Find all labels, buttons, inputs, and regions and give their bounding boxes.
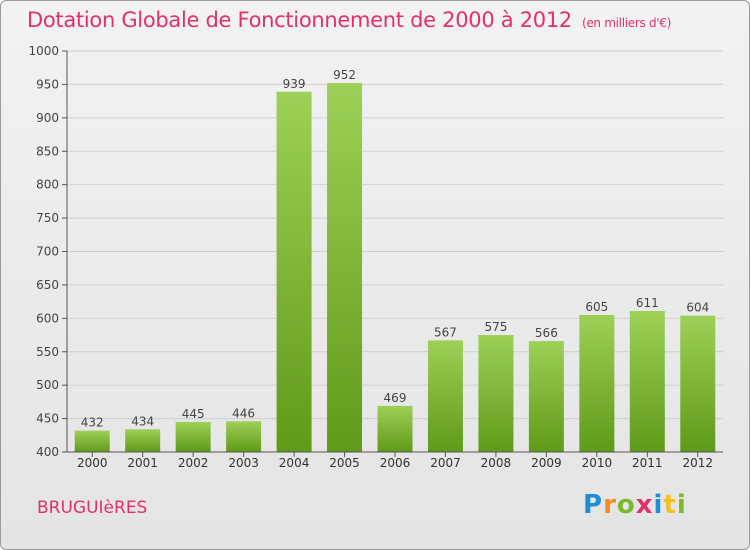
chart-title-text: Dotation Globale de Fonctionnement de 20… bbox=[27, 8, 572, 32]
bar bbox=[629, 310, 665, 452]
bar-value-label: 952 bbox=[333, 68, 356, 82]
bar-value-label: 575 bbox=[484, 320, 507, 334]
chart-subtitle: (en milliers d'€) bbox=[581, 16, 671, 30]
y-tick-label: 650 bbox=[36, 278, 59, 292]
y-tick-label: 400 bbox=[36, 445, 59, 459]
x-tick-label: 2008 bbox=[481, 456, 512, 470]
chart-title: Dotation Globale de Fonctionnement de 20… bbox=[27, 8, 671, 32]
bar bbox=[327, 83, 363, 452]
bar-value-label: 469 bbox=[384, 391, 407, 405]
logo-letter: r bbox=[603, 490, 617, 520]
logo-letter: x bbox=[635, 490, 654, 520]
y-tick-label: 700 bbox=[36, 245, 59, 259]
y-tick-label: 1000 bbox=[28, 44, 59, 58]
x-tick-label: 2005 bbox=[329, 456, 360, 470]
bar-value-label: 604 bbox=[686, 301, 709, 315]
y-tick-label: 450 bbox=[36, 412, 59, 426]
bar bbox=[74, 430, 110, 452]
logo-letter: t bbox=[663, 490, 677, 520]
bar bbox=[377, 405, 413, 452]
bar-value-label: 605 bbox=[585, 300, 608, 314]
bar bbox=[478, 335, 514, 452]
x-tick-label: 2003 bbox=[228, 456, 259, 470]
bar bbox=[125, 429, 161, 452]
bar-value-label: 611 bbox=[636, 296, 659, 310]
y-tick-label: 600 bbox=[36, 311, 59, 325]
bar bbox=[427, 340, 463, 452]
y-tick-label: 800 bbox=[36, 178, 59, 192]
x-tick-label: 2002 bbox=[178, 456, 209, 470]
x-tick-label: 2012 bbox=[682, 456, 713, 470]
logo-letter: i bbox=[653, 490, 664, 520]
y-tick-label: 900 bbox=[36, 111, 59, 125]
x-tick-label: 2004 bbox=[279, 456, 310, 470]
y-tick-label: 500 bbox=[36, 378, 59, 392]
proxiti-logo: Proxiti bbox=[583, 490, 687, 520]
logo-letter: o bbox=[616, 490, 636, 520]
bar bbox=[276, 91, 312, 452]
y-tick-label: 550 bbox=[36, 345, 59, 359]
bar-value-label: 445 bbox=[182, 407, 205, 421]
x-tick-label: 2007 bbox=[430, 456, 461, 470]
x-tick-label: 2011 bbox=[632, 456, 663, 470]
x-tick-label: 2000 bbox=[77, 456, 108, 470]
bar-value-label: 939 bbox=[283, 77, 306, 91]
y-tick-label: 950 bbox=[36, 77, 59, 91]
x-tick-label: 2009 bbox=[531, 456, 562, 470]
bar bbox=[528, 341, 564, 452]
x-tick-label: 2010 bbox=[582, 456, 613, 470]
bar bbox=[680, 315, 716, 452]
bar-value-label: 566 bbox=[535, 326, 558, 340]
axes: 400 450 500 550 600 650 700 750 800 850 900 950 1000… bbox=[28, 44, 723, 470]
x-tick-label: 2001 bbox=[127, 456, 158, 470]
y-tick-label: 850 bbox=[36, 144, 59, 158]
bar-value-label: 567 bbox=[434, 325, 457, 339]
bar bbox=[579, 314, 615, 452]
bar-value-label: 446 bbox=[232, 406, 255, 420]
bars: 432 434 445 446 939 952 469 567 575 566 605 611 604 bbox=[74, 68, 716, 452]
x-tick-label: 2006 bbox=[380, 456, 411, 470]
logo-letter: i bbox=[676, 490, 687, 520]
bar-value-label: 434 bbox=[131, 414, 154, 428]
y-tick-label: 750 bbox=[36, 211, 59, 225]
bar bbox=[226, 421, 262, 452]
logo-letter: P bbox=[583, 490, 604, 520]
commune-name: BRUGUIèRES bbox=[37, 498, 148, 518]
bar bbox=[175, 421, 211, 452]
bar-value-label: 432 bbox=[81, 416, 104, 430]
